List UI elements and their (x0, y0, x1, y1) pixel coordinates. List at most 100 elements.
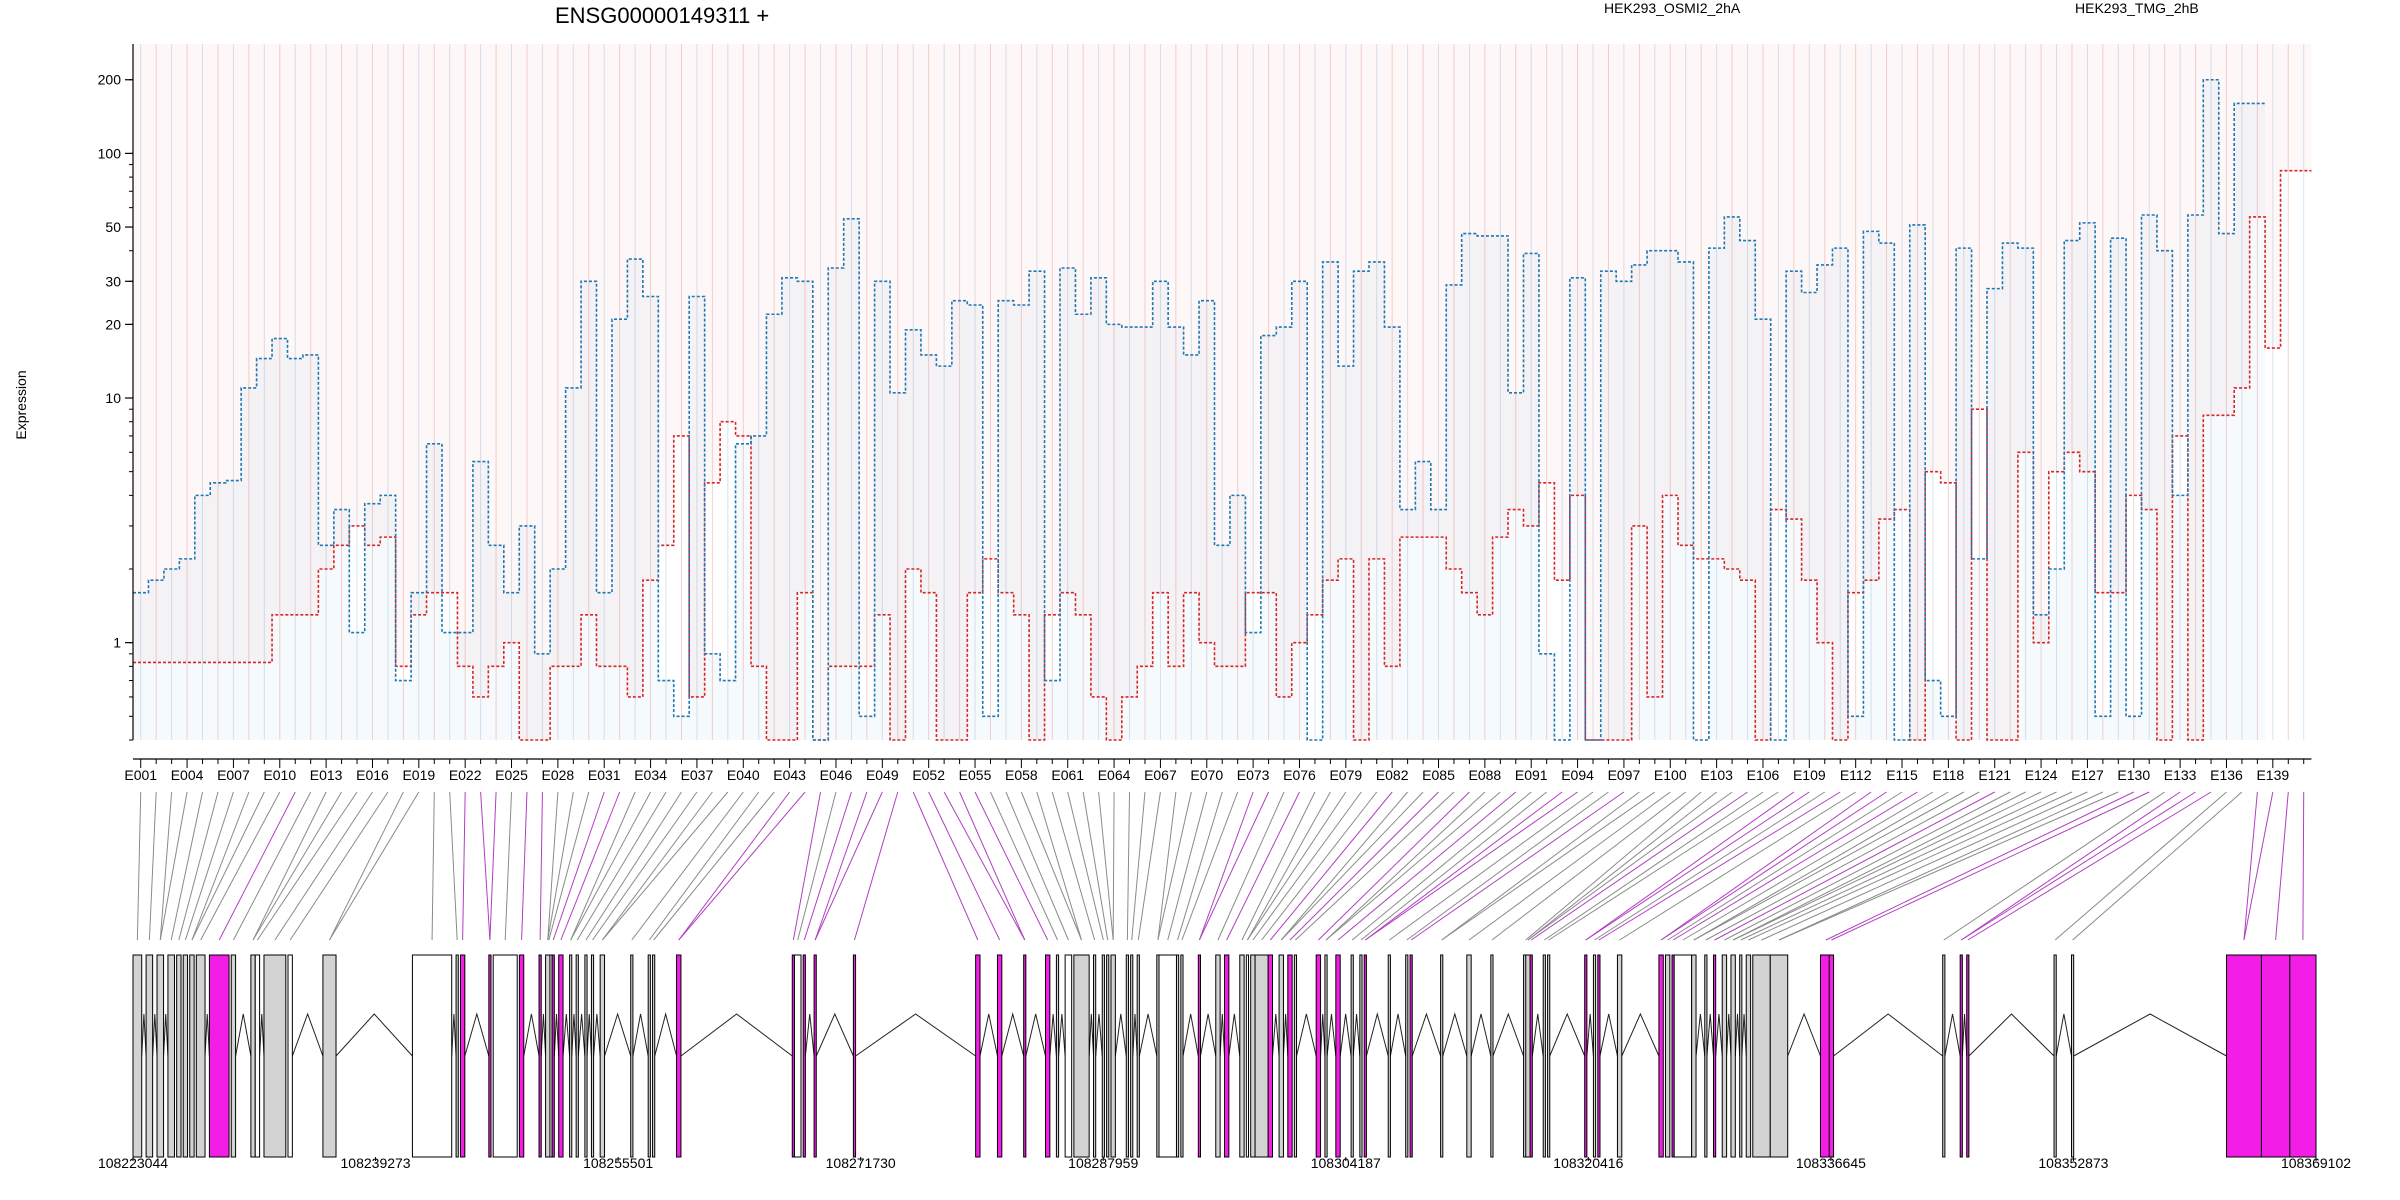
intron-line (1470, 1013, 1492, 1057)
exon-connector (257, 791, 358, 941)
exon-block (545, 954, 551, 1158)
x-tick-label: E136 (2210, 767, 2243, 783)
exon-connector (1198, 791, 1254, 941)
exon-connector (2072, 791, 2243, 941)
exon-connector (601, 791, 729, 941)
exon-block (518, 954, 525, 1158)
exon-block (599, 954, 606, 1158)
exon-block (1525, 954, 1531, 1158)
exon-block (590, 954, 595, 1158)
exon-connector (601, 791, 713, 941)
intron-line (540, 1013, 547, 1057)
exon-connector (1619, 791, 1856, 941)
exon-block (1658, 954, 1664, 1158)
intron-line (1138, 1013, 1158, 1057)
intron-line (571, 1013, 577, 1057)
genomic-tick-label: 108223044 (98, 1155, 168, 1171)
intron-line (451, 1013, 457, 1057)
x-tick-label: E052 (912, 767, 945, 783)
exon-connector (1157, 791, 1177, 941)
exon-block (287, 954, 293, 1158)
x-tick-label: E127 (2071, 767, 2104, 783)
exon-connector (1067, 791, 1104, 941)
intron-line (335, 1013, 413, 1057)
exon-connector (1825, 791, 2134, 941)
exon-connector (678, 791, 806, 941)
exon-connector (1252, 791, 1362, 941)
exon-connector (1318, 791, 1470, 941)
exon-connector (1295, 791, 1455, 941)
exon-block (1278, 954, 1284, 1158)
exon-block (1597, 954, 1601, 1158)
exon-connector (792, 791, 822, 941)
legend-entry-tmg: HEK293_TMG_2hB (2075, 0, 2199, 16)
x-tick-label: E139 (2256, 767, 2289, 783)
exon-connector (1157, 791, 1192, 941)
exon-connector (1167, 791, 1208, 941)
exon-connector (1351, 791, 1532, 941)
exon-connector (1325, 791, 1501, 941)
exon-connector (136, 791, 142, 941)
intron-line (1058, 1013, 1066, 1057)
x-tick-label: E028 (542, 767, 575, 783)
exon-block (1250, 954, 1256, 1158)
intron-line (152, 1013, 158, 1057)
intron-line (1199, 1013, 1217, 1057)
intron-line (680, 1013, 793, 1057)
exon-connector (547, 791, 559, 941)
exon-connector (570, 791, 636, 941)
intron-line (1219, 1013, 1225, 1057)
x-tick-label: E097 (1608, 767, 1641, 783)
x-tick-label: E106 (1747, 767, 1780, 783)
exon-connector (1226, 791, 1300, 941)
exon-block (1023, 954, 1027, 1158)
exon-connector (1660, 791, 1887, 941)
intron-line (1734, 1013, 1741, 1057)
series-fills (133, 44, 2312, 740)
x-tick-label: E130 (2117, 767, 2150, 783)
exon-connector (547, 791, 574, 941)
exon-connector (329, 791, 420, 941)
exon-block (1490, 954, 1494, 1158)
exon-block (1387, 954, 1391, 1158)
exon-block (1125, 954, 1129, 1158)
intron-line (1586, 1013, 1594, 1057)
x-tick-label: E091 (1515, 767, 1548, 783)
exon-block (1239, 954, 1245, 1158)
x-tick-label: E034 (634, 767, 667, 783)
x-tick-label: E067 (1144, 767, 1177, 783)
y-tick-label: 50 (105, 219, 121, 235)
exon-connector (1527, 791, 1733, 941)
exon-block (250, 954, 256, 1158)
exon-connector (1126, 791, 1131, 941)
intron-line (1282, 1013, 1289, 1057)
intron-line (1741, 1013, 1747, 1057)
exon-connector (480, 791, 491, 941)
x-tick-label: E115 (1886, 767, 1918, 783)
genomic-tick-label: 108369102 (2281, 1155, 2351, 1171)
intron-line (141, 1013, 147, 1057)
intron-line (804, 1013, 815, 1057)
exon-connector (912, 791, 979, 941)
exon-connector (990, 791, 1058, 941)
exon-connector (289, 791, 389, 941)
exon-connector-lines (136, 791, 2305, 941)
exon-connector (1594, 791, 1826, 941)
exon-connector (560, 791, 621, 941)
exon-block (1245, 954, 1250, 1158)
exon-connector (1177, 791, 1223, 941)
exon-connector (1748, 791, 2073, 941)
intron-line (593, 1013, 601, 1057)
x-tick-label: E001 (124, 767, 157, 783)
exon-block (1691, 954, 1697, 1158)
exon-block (1959, 954, 1963, 1158)
exon-connector (1667, 791, 1903, 941)
exon-block (647, 954, 651, 1158)
intron-line (1531, 1013, 1544, 1057)
exon-connector (1525, 791, 1702, 941)
exon-block (1584, 954, 1588, 1158)
exon-connector (1241, 791, 1316, 941)
x-tick-label: E124 (2025, 767, 2058, 783)
intron-line (1049, 1013, 1057, 1057)
x-tick-label: E061 (1051, 767, 1084, 783)
